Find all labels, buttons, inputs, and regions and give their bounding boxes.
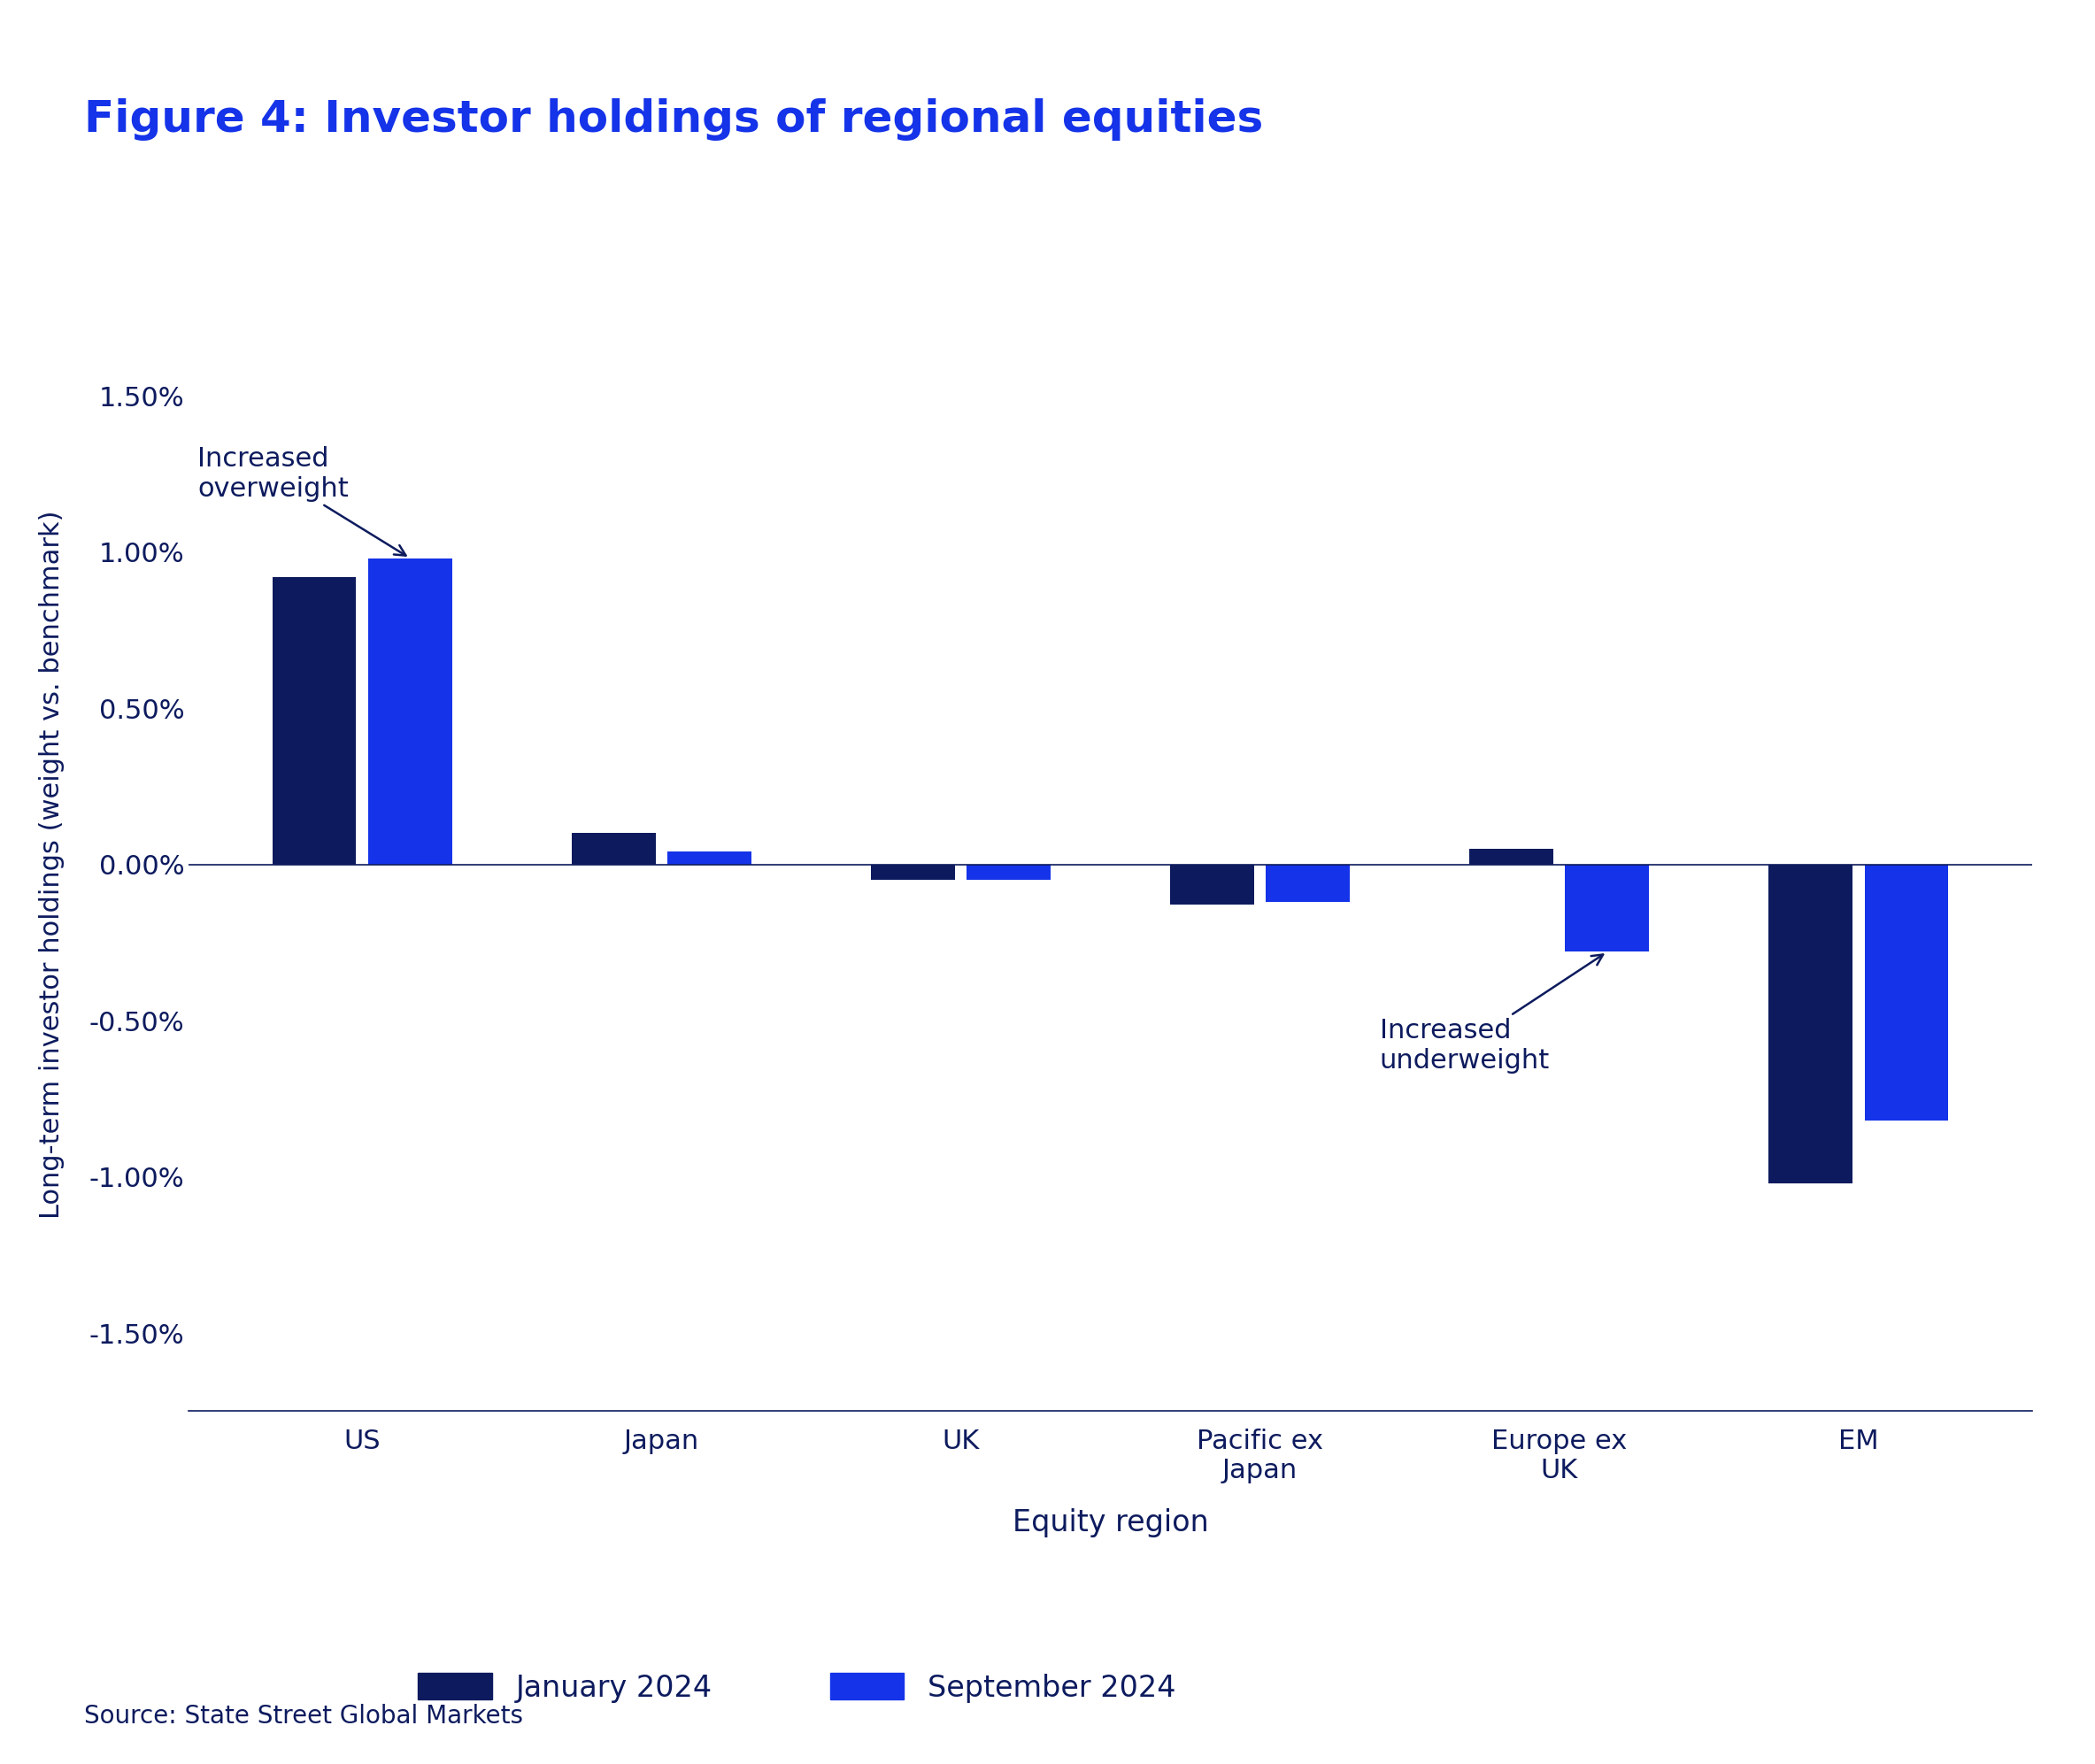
Bar xyxy=(668,852,752,864)
Text: Source: State Street Global Markets: Source: State Street Global Markets xyxy=(84,1704,524,1729)
Bar xyxy=(369,557,453,864)
Bar xyxy=(572,833,656,864)
Bar xyxy=(1469,848,1552,864)
Legend: January 2024, September 2024: January 2024, September 2024 xyxy=(419,1674,1175,1702)
Bar xyxy=(872,864,955,880)
Y-axis label: Long-term investor holdings (weight vs. benchmark): Long-term investor holdings (weight vs. … xyxy=(38,510,65,1219)
Bar xyxy=(1865,864,1948,1120)
Text: Increased
underweight: Increased underweight xyxy=(1381,954,1603,1073)
Bar xyxy=(1265,864,1349,901)
Text: Increased
overweight: Increased overweight xyxy=(197,446,406,556)
Bar xyxy=(1565,864,1649,953)
Bar xyxy=(1171,864,1255,905)
Bar xyxy=(1768,864,1852,1184)
Text: Figure 4: Investor holdings of regional equities: Figure 4: Investor holdings of regional … xyxy=(84,99,1263,141)
Bar xyxy=(272,577,356,864)
Bar xyxy=(966,864,1050,880)
X-axis label: Equity region: Equity region xyxy=(1012,1508,1209,1538)
